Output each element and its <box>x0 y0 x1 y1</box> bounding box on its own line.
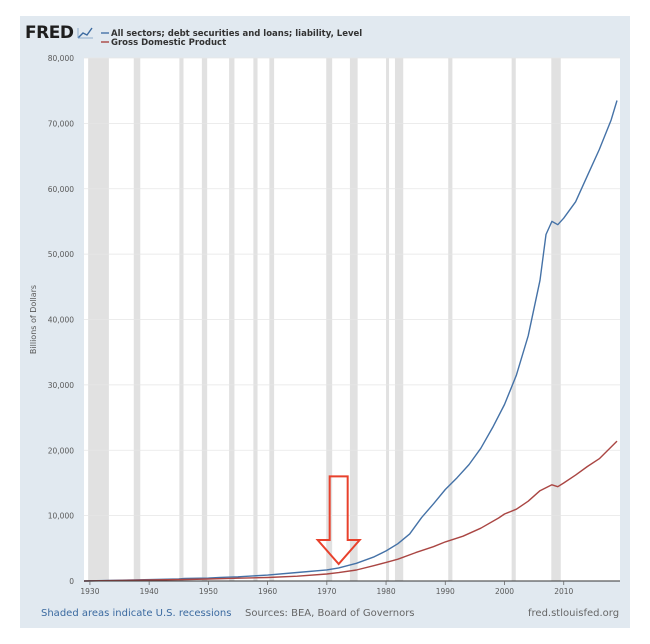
x-tick-label: 1950 <box>199 587 218 596</box>
y-axis-title: Billions of Dollars <box>29 285 38 354</box>
y-tick-label: 60,000 <box>48 185 74 194</box>
fred-logo[interactable]: FRED <box>25 23 93 43</box>
fred-url-link[interactable]: fred.stlouisfed.org <box>528 608 619 619</box>
legend-label-gdp: Gross Domestic Product <box>111 38 226 48</box>
x-tick-label: 1990 <box>436 587 455 596</box>
y-tick-label: 80,000 <box>48 54 74 63</box>
x-tick-label: 1960 <box>258 587 277 596</box>
x-tick-label: 1970 <box>317 587 336 596</box>
x-tick-label: 2010 <box>554 587 573 596</box>
y-tick-label: 70,000 <box>48 119 74 128</box>
annotation-arrow <box>315 475 362 566</box>
recession-note-link[interactable]: Shaded areas indicate U.S. recessions <box>41 608 231 619</box>
y-tick-label: 50,000 <box>48 250 74 259</box>
x-tick-label: 1940 <box>140 587 159 596</box>
y-axis: 0 10,000 20,000 30,000 40,000 50,000 60,000 70,… <box>48 54 74 586</box>
y-tick-label: 20,000 <box>48 446 74 455</box>
gridlines <box>84 57 620 517</box>
x-axis: 1930 1940 1950 1960 1970 1980 1990 2000 2010 <box>80 580 620 596</box>
x-tick-label: 2000 <box>495 587 514 596</box>
fred-logo-text: FRED <box>25 23 74 43</box>
arrow-shape <box>315 475 362 566</box>
series-line-debt <box>83 100 618 582</box>
series-line-gdp <box>83 440 618 582</box>
y-tick-label: 30,000 <box>48 381 74 390</box>
y-tick-label: 0 <box>69 577 74 586</box>
y-tick-label: 10,000 <box>48 512 74 521</box>
sources-text: Sources: BEA, Board of Governors <box>245 608 415 619</box>
y-tick-label: 40,000 <box>48 316 74 325</box>
x-tick-label: 1980 <box>377 587 396 596</box>
chart-frame: FRED All sectors; debt securities and lo… <box>20 16 630 628</box>
legend: All sectors; debt securities and loans; … <box>101 29 362 48</box>
series-lines <box>83 100 618 582</box>
legend-label-debt: All sectors; debt securities and loans; … <box>111 29 362 39</box>
x-tick-label: 1930 <box>80 587 99 596</box>
line-chart: FRED All sectors; debt securities and lo… <box>25 23 620 619</box>
chart-icon <box>77 27 93 39</box>
